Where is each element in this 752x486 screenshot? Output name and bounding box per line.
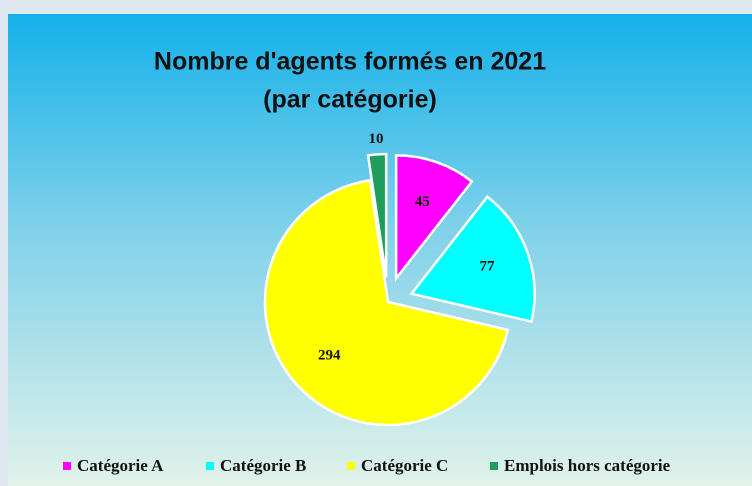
chart-subtitle: (par catégorie)	[263, 86, 437, 114]
pie-slice	[366, 152, 388, 278]
pie-slice	[409, 195, 536, 324]
legend-swatch	[206, 462, 214, 470]
legend-label: Catégorie A	[77, 456, 164, 475]
data-label: 10	[368, 131, 383, 147]
legend-label: Emplois hors catégorie	[504, 456, 671, 475]
legend-swatch	[490, 462, 498, 470]
pie-slice	[394, 154, 474, 282]
legend-swatch	[347, 462, 355, 470]
data-label: 294	[318, 348, 341, 364]
legend-label: Catégorie B	[220, 456, 306, 475]
legend-label: Catégorie C	[361, 456, 448, 475]
legend-swatch	[63, 462, 71, 470]
pie-slice	[263, 178, 510, 427]
data-label: 45	[415, 194, 430, 210]
chart-title: Nombre d'agents formés en 2021	[154, 48, 546, 76]
data-label: 77	[479, 259, 495, 275]
